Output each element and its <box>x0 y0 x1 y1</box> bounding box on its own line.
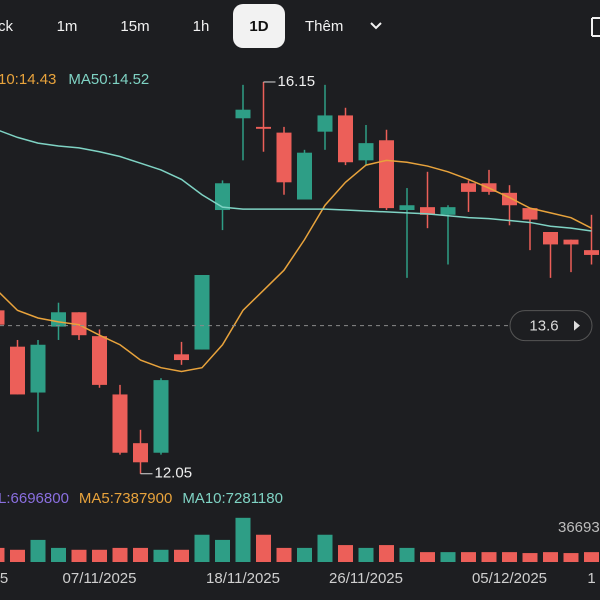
candle-body <box>174 354 189 361</box>
volume-bar <box>317 534 333 562</box>
candle-body <box>194 275 210 350</box>
candle-body <box>30 344 46 393</box>
volume-bar <box>133 547 148 562</box>
legend-entry: MA5:7387900 <box>79 490 172 507</box>
volume-bar <box>51 547 66 562</box>
volume-bar <box>153 549 169 562</box>
tab[interactable]: 1m <box>57 18 78 35</box>
candle-body <box>235 109 251 119</box>
candle-body <box>358 143 374 161</box>
volume-bar <box>256 534 271 562</box>
candle-body <box>317 115 333 132</box>
tab[interactable]: Thêm <box>305 18 343 35</box>
volume-bar <box>563 553 579 562</box>
tab[interactable]: 1D <box>249 18 268 35</box>
price-tag <box>509 310 593 342</box>
volume-bar <box>297 547 312 562</box>
volume-bar <box>174 549 189 562</box>
candle-body <box>92 336 107 385</box>
candle-body <box>584 250 599 255</box>
volume-bar <box>112 547 128 562</box>
x-tick-label: 5 <box>0 570 8 587</box>
price-tag-arrow <box>574 320 580 331</box>
legend-entry: MA10:7281180 <box>182 490 283 507</box>
volume-bar <box>358 547 374 562</box>
annotation: 12.05 <box>155 465 193 482</box>
candle-body <box>10 346 25 395</box>
volume-bar <box>338 545 353 562</box>
candle-body <box>522 208 538 220</box>
volume-bar <box>0 547 5 562</box>
tab-selected-bg <box>233 4 285 48</box>
candle-body <box>51 312 66 327</box>
volume-axis-label: 36693 <box>558 519 600 536</box>
candle-body <box>297 152 312 200</box>
volume-bar <box>379 545 394 562</box>
volume-bar <box>10 549 25 562</box>
candle-body <box>543 232 558 245</box>
x-tick-label: 26/11/2025 <box>329 570 403 587</box>
legend-entry: 10:14.43 <box>0 71 56 88</box>
candle-body <box>0 310 5 325</box>
volume-bar <box>420 552 435 562</box>
volume-bar <box>481 552 497 562</box>
x-tick-label: 05/12/2025 <box>472 570 547 587</box>
x-tick-label: 07/11/2025 <box>63 570 137 587</box>
volume-bar <box>543 552 558 562</box>
volume-bar <box>92 549 107 562</box>
ma-line <box>0 159 592 373</box>
candle-body <box>338 115 353 163</box>
candle-body <box>153 380 169 453</box>
ma-line <box>0 130 592 232</box>
volume-bar <box>522 553 538 562</box>
candle-body <box>461 183 476 192</box>
volume-bar <box>71 549 87 562</box>
volume-bar <box>276 547 292 562</box>
icon[interactable] <box>591 17 600 37</box>
candle-body <box>133 443 148 463</box>
volume-bar <box>194 534 210 562</box>
volume-bar <box>399 547 415 562</box>
candle-body <box>420 207 435 215</box>
legend-entry: L:6696800 <box>0 490 69 507</box>
candle-body <box>440 207 456 215</box>
tab[interactable]: ck <box>0 18 14 35</box>
volume-bar <box>502 552 517 562</box>
volume-bar <box>461 552 476 562</box>
candle-body <box>379 140 394 209</box>
volume-bar <box>215 539 230 562</box>
tab[interactable]: 1h <box>193 18 210 35</box>
volume-bar <box>30 539 46 562</box>
candle-body <box>563 239 579 245</box>
candle-body <box>71 312 87 336</box>
x-tick-label: 18/11/2025 <box>206 570 280 587</box>
legend-entry: MA50:14.52 <box>68 71 149 88</box>
chevron <box>370 22 382 30</box>
tab[interactable]: 15m <box>120 18 149 35</box>
volume-bar <box>440 552 456 562</box>
x-tick-label: 1 <box>587 570 595 587</box>
candle-body <box>399 205 415 211</box>
candle-body <box>112 394 128 453</box>
annotation: 16.15 <box>278 73 316 90</box>
price-tag-label: 13.6 <box>529 318 558 335</box>
chart: 5 07/11/2025 18/11/2025 26/11/2025 05/12/202… <box>0 71 600 587</box>
volume-bar <box>235 517 251 562</box>
volume-bar <box>584 552 599 562</box>
candle-body <box>256 126 271 129</box>
candle-body <box>215 183 230 211</box>
candle-body <box>276 132 292 183</box>
